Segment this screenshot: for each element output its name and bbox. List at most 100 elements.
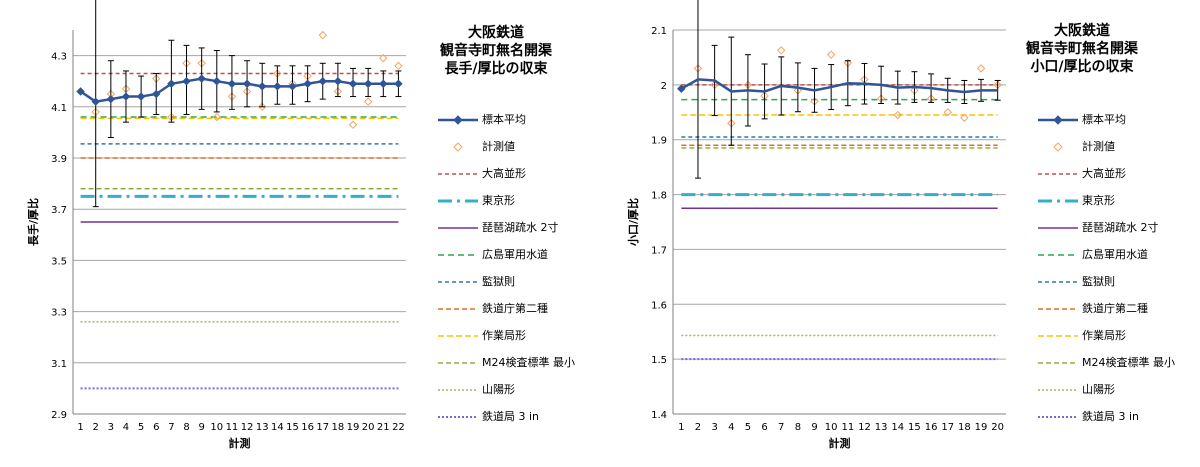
legend-item: 大高並形 [1036, 166, 1200, 182]
sample-mean-point [197, 74, 206, 83]
y-tick-label: 3.9 [51, 154, 67, 165]
sample-mean-point [212, 76, 222, 86]
x-tick-label: 4 [123, 422, 129, 433]
y-tick-label: 3.7 [51, 205, 67, 216]
legend-label: 鉄道局 3 in [482, 410, 540, 423]
legend-item: 琵琶湖疏水 2寸 [1036, 220, 1200, 236]
y-axis-title: 長手/厚比 [26, 198, 40, 246]
legend-left: 標本平均 計測値 大高並形 東京形 琵琶湖疏水 2寸 広島軍用水道 監獄則 鉄道庁第二種 作業局… [436, 112, 606, 452]
legend-swatch [1038, 335, 1078, 337]
sample-mean-point [677, 84, 686, 93]
legend-label: 大高並形 [482, 167, 526, 180]
x-tick-label: 14 [271, 422, 284, 433]
legend-marker [1053, 142, 1063, 152]
legend-item: 監獄則 [436, 274, 606, 290]
legend-swatch [438, 416, 478, 418]
sample-mean-point [257, 82, 267, 91]
legend-item: 鉄道局 3 in [436, 409, 606, 425]
sample-mean-point [288, 82, 297, 91]
legend-marker [1053, 115, 1063, 125]
legend-right: 標本平均 計測値 大高並形 東京形 琵琶湖疏水 2寸 広島軍用水道 監獄則 鉄道庁第二種 作業局… [1036, 112, 1200, 452]
legend-label: M24検査標準 最小 [482, 356, 575, 369]
measured-point [960, 113, 969, 122]
y-tick-label: 2.9 [51, 410, 67, 421]
chart-plot-right: 1.41.51.61.71.81.922.11 2 3 4 5 6 7 8 9 10 11 12 13 1… [626, 0, 1006, 450]
legend-item: M24検査標準 最小 [1036, 355, 1200, 371]
legend-label: 東京形 [482, 194, 515, 207]
sample-mean-point [348, 79, 358, 88]
legend-label: 琵琶湖疏水 2寸 [482, 221, 559, 234]
legend-item: 監獄則 [1036, 274, 1200, 290]
measured-point [893, 110, 902, 120]
legend-label: 作業局形 [1082, 329, 1126, 342]
x-tick-label: 17 [941, 422, 954, 433]
chart-title-right: 大阪鉄道 観音寺町無名開渠 小口/厚比の収束 [972, 22, 1192, 76]
legend-label: 標本平均 [1082, 113, 1126, 126]
sample-mean-point [242, 79, 252, 88]
legend-swatch [438, 173, 478, 175]
legend-swatch [1038, 281, 1078, 283]
legend-label: 琵琶湖疏水 2寸 [1082, 221, 1159, 234]
legend-marker [453, 115, 463, 125]
measured-point [379, 53, 388, 63]
sample-mean-point [333, 76, 343, 86]
x-tick-label: 20 [991, 422, 1004, 433]
measured-point [363, 97, 373, 106]
x-tick-label: 3 [108, 422, 114, 433]
chart-plot-left: 2.93.13.33.53.73.94.14.31 2 3 4 5 6 7 8 9 10 11 12 1… [26, 0, 406, 450]
y-tick-label: 1.9 [651, 136, 667, 147]
x-tick-label: 1 [678, 422, 684, 433]
measured-point [777, 46, 786, 55]
legend-label: M24検査標準 最小 [1082, 356, 1175, 369]
legend-swatch [438, 254, 478, 256]
legend-swatch [453, 142, 463, 152]
legend-item: 広島軍用水道 [436, 247, 606, 263]
legend-item: 作業局形 [1036, 328, 1200, 344]
legend-swatch [438, 281, 478, 283]
legend-item: 山陽形 [436, 382, 606, 398]
y-tick-label: 1.4 [651, 410, 667, 421]
sample-mean-point [91, 97, 100, 106]
sample-mean-point [394, 79, 403, 88]
legend-item: 鉄道庁第二種 [1036, 301, 1200, 317]
y-tick-label: 1.7 [651, 245, 667, 256]
legend-item: 広島軍用水道 [1036, 247, 1200, 263]
chart-title-line: 観音寺町無名開渠 [440, 43, 552, 59]
chart-title-line: 観音寺町無名開渠 [1026, 41, 1138, 57]
sample-mean-point [182, 76, 191, 86]
y-axis-title: 小口/厚比 [626, 198, 640, 247]
legend-swatch [1038, 199, 1078, 203]
chart-panel-left: 2.9 3.1 3.3 3.5 3.7 3.9 4.1 4.3 1 2 3 4 5 6 7 8 9 10 11 12 1… [26, 0, 575, 450]
x-tick-label: 15 [908, 422, 921, 433]
x-tick-label: 14 [891, 422, 904, 433]
y-tick-label: 2.1 [651, 26, 667, 37]
x-tick-label: 13 [256, 422, 269, 433]
chart-panel-right: 1.4 1.5 1.6 1.7 1.8 1.9 2 2.1 1 2 3 4 5 6 7 8 9 10 11 12 13 1… [600, 0, 1200, 467]
x-tick-label: 13 [875, 422, 888, 433]
legend-label: 山陽形 [1082, 383, 1115, 396]
x-tick-label: 22 [392, 422, 405, 433]
legend-item: 大高並形 [436, 166, 606, 182]
legend-label: 監獄則 [482, 275, 515, 288]
legend-swatch [1053, 142, 1063, 152]
legend-swatch [1038, 227, 1078, 229]
legend-label: 作業局形 [482, 329, 526, 342]
y-tick-label: 3.3 [51, 308, 67, 319]
sample-mean-point [227, 79, 237, 88]
x-tick-label: 7 [778, 422, 784, 433]
x-tick-label: 1 [77, 422, 83, 433]
x-tick-label: 6 [153, 422, 159, 433]
measured-point [212, 112, 222, 122]
x-tick-label: 10 [210, 422, 223, 433]
x-tick-label: 3 [711, 422, 717, 433]
x-axis-title: 計測 [829, 436, 851, 450]
legend-swatch [438, 199, 478, 203]
legend-item: 計測値 [1036, 139, 1200, 155]
sample-mean-point [106, 94, 116, 104]
sample-mean-line [680, 78, 998, 94]
legend-item: 計測値 [436, 139, 606, 155]
x-tick-label: 6 [761, 422, 767, 433]
sample-mean-line [79, 77, 399, 103]
chart-title-line: 大阪鉄道 [468, 25, 524, 41]
sample-mean-point [121, 92, 131, 101]
